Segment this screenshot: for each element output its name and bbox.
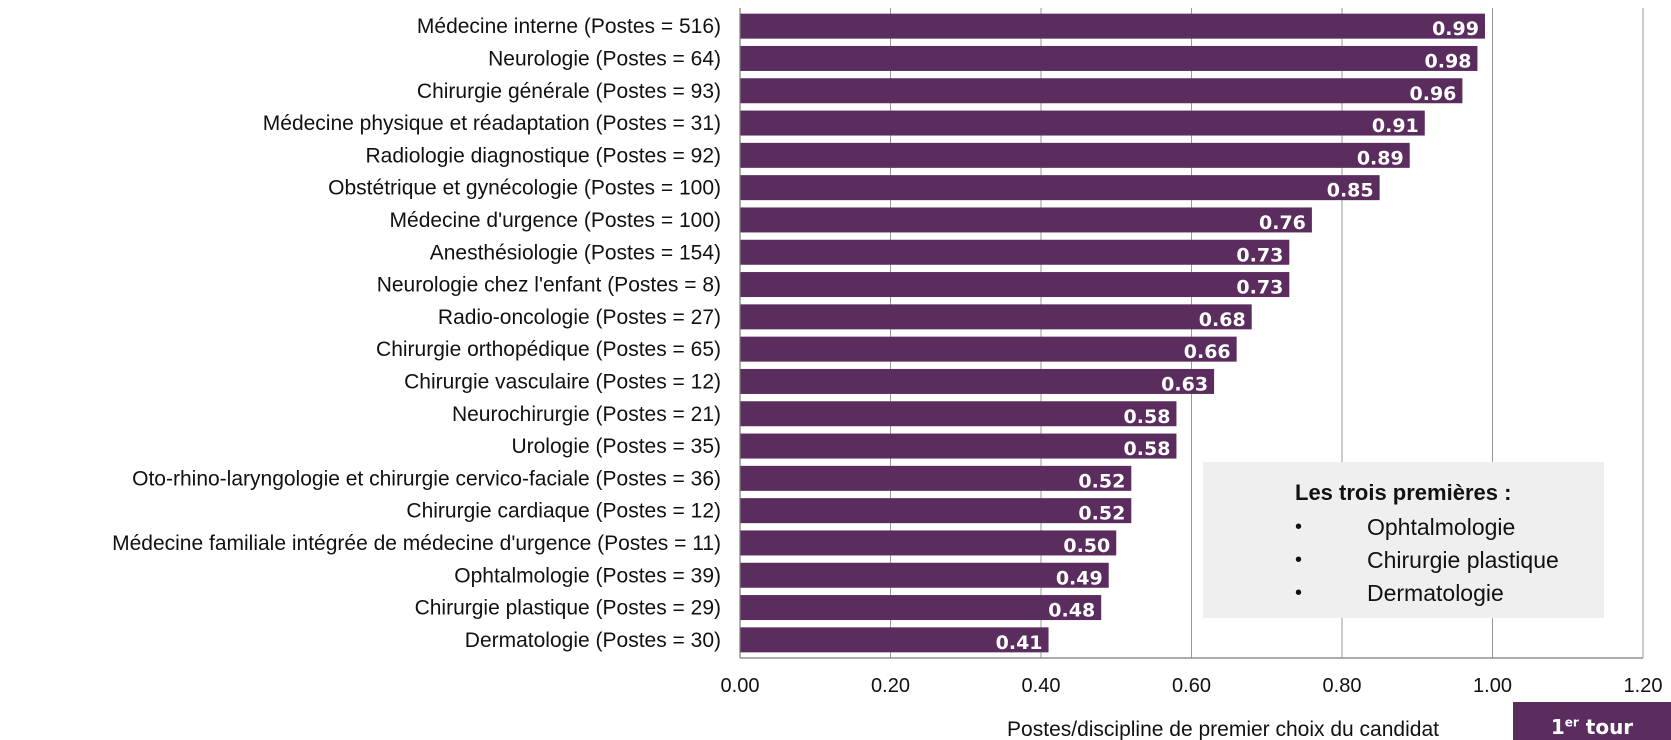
category-label: Obstétrique et gynécologie (Postes = 100…	[328, 177, 721, 200]
x-tick-label: 1.20	[1624, 675, 1663, 697]
value-labels: 0.99 0.98 0.96 0.91 0.89 0.85 0.76 0.73 0.73 0.68…	[996, 18, 1479, 654]
value-label: 0.73	[1236, 277, 1283, 299]
x-tick-label: 0.20	[871, 675, 910, 697]
category-label: Anesthésiologie (Postes = 154)	[430, 241, 721, 264]
value-label: 0.66	[1184, 341, 1231, 363]
top-three-annotation: Les trois premières : • Ophtalmologie • …	[1203, 462, 1604, 618]
value-label: 0.52	[1078, 503, 1125, 525]
category-label: Oto-rhino-laryngologie et chirurgie cerv…	[132, 467, 721, 490]
category-label: Urologie (Postes = 35)	[511, 435, 721, 458]
value-label: 0.58	[1124, 438, 1171, 460]
value-label: 0.85	[1327, 180, 1374, 202]
category-label: Chirurgie orthopédique (Postes = 65)	[376, 338, 721, 361]
value-label: 0.49	[1056, 567, 1103, 589]
value-label: 0.68	[1199, 309, 1246, 331]
bar	[740, 175, 1380, 201]
annotation-item: • Ophtalmologie	[1203, 514, 1604, 547]
annotation-item: • Chirurgie plastique	[1203, 547, 1604, 580]
category-label: Chirurgie cardiaque (Postes = 12)	[406, 500, 721, 523]
bullet-icon: •	[1295, 516, 1303, 538]
category-label: Ophtalmologie (Postes = 39)	[454, 564, 721, 587]
bar	[740, 13, 1485, 39]
round-badge-label: tour	[1585, 715, 1634, 739]
bullet-icon: •	[1295, 549, 1303, 571]
bar	[740, 595, 1102, 621]
bar	[740, 110, 1425, 136]
bar	[740, 272, 1290, 298]
category-labels: Médecine interne (Postes = 516) Neurologi…	[112, 15, 721, 652]
bar	[740, 562, 1109, 588]
value-label: 0.63	[1161, 373, 1208, 395]
x-tick-label: 1.00	[1473, 675, 1512, 697]
category-label: Dermatologie (Postes = 30)	[465, 629, 721, 652]
category-label: Chirurgie plastique (Postes = 29)	[415, 597, 721, 620]
value-label: 0.98	[1425, 50, 1472, 72]
bar	[740, 498, 1132, 524]
bar	[740, 465, 1132, 491]
value-label: 0.89	[1357, 147, 1404, 169]
category-label: Médecine familiale intégrée de médecine …	[112, 532, 721, 555]
category-label: Médecine physique et réadaptation (Poste…	[263, 112, 721, 135]
round-badge-number: 1	[1550, 715, 1565, 739]
bar	[740, 336, 1237, 362]
value-label: 0.91	[1372, 115, 1419, 137]
category-label: Radiologie diagnostique (Postes = 92)	[366, 144, 721, 167]
category-label: Chirurgie générale (Postes = 93)	[417, 80, 721, 103]
value-label: 0.50	[1063, 535, 1110, 557]
bullet-icon: •	[1295, 582, 1303, 604]
x-tick-labels: 0.00 0.20 0.40 0.60 0.80 1.00 1.20	[721, 675, 1663, 697]
value-label: 0.41	[996, 632, 1043, 654]
bar	[740, 530, 1117, 556]
value-label: 0.99	[1432, 18, 1479, 40]
annotation-list: • Ophtalmologie • Chirurgie plastique • …	[1203, 514, 1604, 613]
category-label: Médecine d'urgence (Postes = 100)	[390, 209, 721, 232]
annotation-item: • Dermatologie	[1203, 580, 1604, 613]
x-tick-label: 0.40	[1022, 675, 1061, 697]
round-badge: 1er tour	[1513, 702, 1671, 740]
x-tick-label: 0.00	[721, 675, 760, 697]
value-label: 0.76	[1259, 212, 1306, 234]
bar	[740, 627, 1049, 653]
value-label: 0.58	[1124, 406, 1171, 428]
annotation-item-label: Ophtalmologie	[1367, 514, 1516, 540]
category-label: Chirurgie vasculaire (Postes = 12)	[404, 370, 721, 393]
bar	[740, 207, 1312, 233]
bar	[740, 142, 1410, 168]
category-label: Radio-oncologie (Postes = 27)	[438, 306, 721, 329]
annotation-title: Les trois premières :	[1295, 480, 1512, 505]
bar	[740, 239, 1290, 265]
bar	[740, 78, 1463, 104]
bar	[740, 433, 1177, 459]
bar	[740, 368, 1215, 394]
x-tick-label: 0.80	[1323, 675, 1362, 697]
x-axis-label: Postes/discipline de premier choix du ca…	[1007, 718, 1439, 740]
value-label: 0.48	[1048, 600, 1095, 622]
category-label: Médecine interne (Postes = 516)	[417, 15, 721, 38]
bars	[740, 13, 1485, 653]
category-label: Neurologie (Postes = 64)	[488, 47, 721, 70]
bar	[740, 401, 1177, 427]
round-badge-suffix: er	[1564, 715, 1579, 730]
category-label: Neurologie chez l'enfant (Postes = 8)	[377, 274, 721, 297]
axes	[739, 8, 1643, 659]
bar	[740, 304, 1252, 330]
value-label: 0.52	[1078, 470, 1125, 492]
category-label: Neurochirurgie (Postes = 21)	[452, 403, 721, 426]
annotation-item-label: Dermatologie	[1367, 580, 1504, 606]
x-tick-label: 0.60	[1172, 675, 1211, 697]
value-label: 0.73	[1236, 244, 1283, 266]
annotation-item-label: Chirurgie plastique	[1367, 547, 1559, 573]
bar	[740, 45, 1478, 71]
value-label: 0.96	[1410, 83, 1457, 105]
